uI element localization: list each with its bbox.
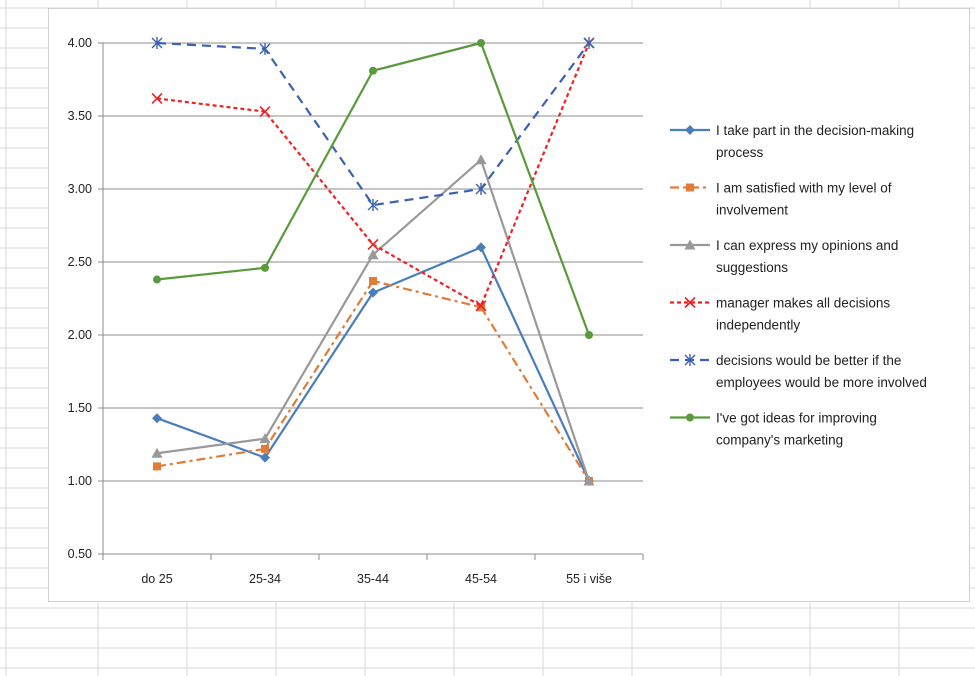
y-tick-label: 2.50 [68, 255, 92, 269]
series-2-point [153, 462, 161, 471]
legend-label: suggestions [716, 260, 788, 275]
series-4-line [156, 42, 591, 307]
x-tick-label: do 25 [141, 572, 172, 586]
series-5-point [151, 37, 163, 49]
chart-area[interactable] [48, 8, 970, 602]
series-3-point [367, 249, 379, 260]
legend-item: I am satisfied with my level of involveme… [670, 181, 892, 218]
series-1-point [476, 242, 486, 253]
series-5 [151, 37, 595, 212]
series-4-point [151, 92, 163, 105]
legend-marker [684, 354, 696, 366]
legend-label: I've got ideas for improving [716, 411, 877, 426]
legend-label: process [716, 145, 764, 160]
series-1-point [368, 287, 378, 298]
legend: I take part in the decision-making proces… [670, 123, 927, 448]
legend-label: employees would be more involved [716, 375, 927, 390]
legend-item: I take part in the decision-making proces… [670, 123, 914, 160]
legend-label: I can express my opinions and [716, 238, 898, 253]
x-tick-label: 35-44 [357, 572, 389, 586]
series-4 [151, 37, 595, 312]
series-5-point [259, 42, 271, 55]
series-6 [153, 39, 593, 339]
series-3 [151, 154, 595, 486]
series-2-line [156, 279, 590, 482]
series-4-point [475, 300, 487, 312]
legend-label: involvement [716, 203, 788, 218]
series-6-point [369, 66, 377, 75]
y-tick-label: 1.00 [68, 474, 92, 488]
series-2-point [261, 444, 269, 453]
series-6-point [153, 275, 161, 284]
legend-item: I've got ideas for improving company's ma… [670, 411, 877, 448]
legend-marker [684, 239, 696, 250]
series-3-point [151, 447, 163, 458]
series-2 [153, 276, 593, 485]
series-1-point [152, 413, 162, 424]
legend-marker [686, 183, 694, 192]
legend-label: company's marketing [716, 433, 843, 448]
series-1-point [260, 452, 270, 463]
series-2-point [477, 303, 485, 312]
series-5-point [583, 37, 595, 49]
y-tick-label: 0.50 [68, 547, 92, 561]
series-3-point [259, 433, 271, 444]
series-4-point [367, 238, 379, 251]
legend-label: I take part in the decision-making [716, 123, 914, 138]
series-4-point [259, 106, 271, 118]
y-tick-label: 2.00 [68, 328, 92, 342]
series-3-point [475, 154, 487, 165]
y-tick-label: 4.00 [68, 36, 92, 50]
legend-item: manager makes all decisions independently [670, 296, 890, 333]
legend-label: independently [716, 318, 800, 333]
legend-item: I can express my opinions and suggestions [670, 238, 898, 275]
y-tick-label: 3.50 [68, 109, 92, 123]
series-6-point [477, 39, 485, 47]
legend-label: decisions would be better if the [716, 353, 901, 368]
legend-label: manager makes all decisions [716, 296, 890, 311]
legend-label: I am satisfied with my level of [716, 181, 892, 196]
series-5-point [367, 199, 379, 212]
x-tick-label: 45-54 [465, 572, 497, 586]
legend-marker [684, 296, 696, 309]
series-6-point [585, 331, 593, 339]
series-3-point [583, 475, 595, 486]
x-tick-label: 25-34 [249, 572, 281, 586]
x-tick-label: 55 i više [566, 572, 612, 586]
legend-marker [686, 413, 694, 422]
series-2-point [369, 276, 377, 285]
legend-item: decisions would be better if the employee… [670, 353, 927, 390]
series-5-point [475, 183, 487, 195]
series-6-point [261, 263, 269, 272]
y-tick-label: 1.50 [68, 401, 92, 415]
legend-marker [685, 125, 695, 135]
y-tick-label: 3.00 [68, 182, 92, 196]
